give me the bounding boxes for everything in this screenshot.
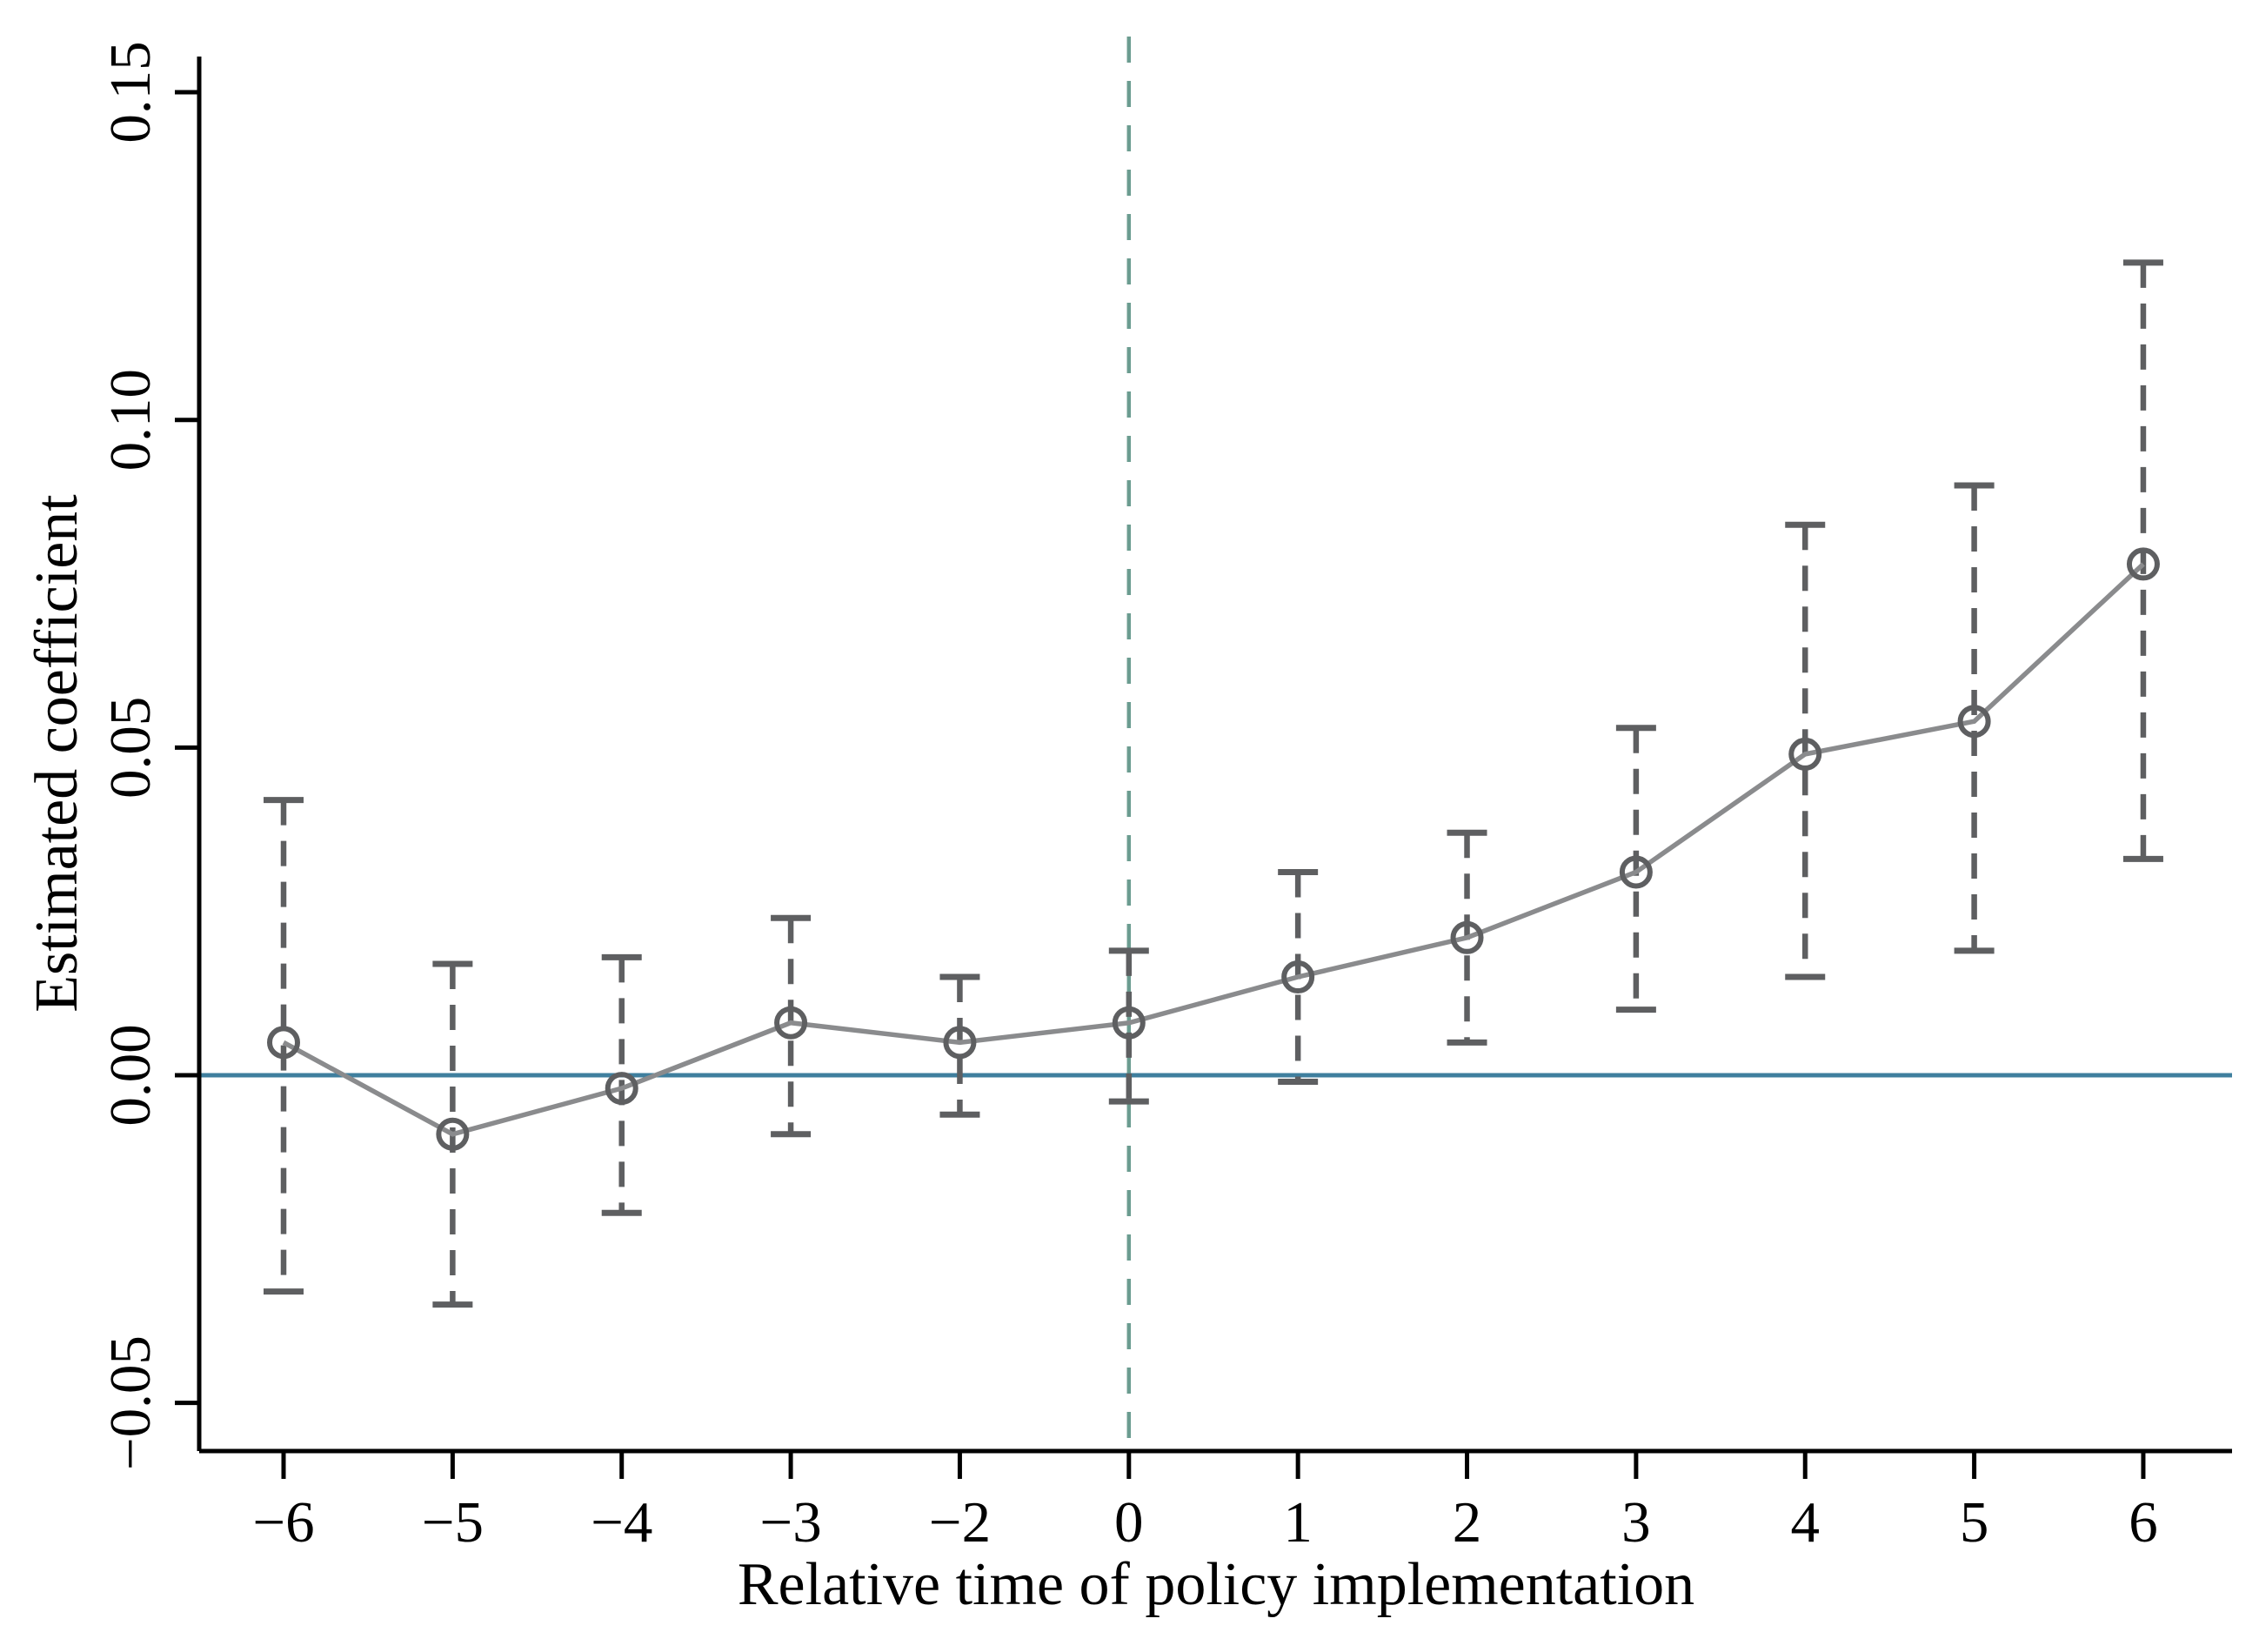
y-tick-label: 0.05 — [98, 697, 163, 799]
y-tick-label: 0.10 — [98, 369, 163, 471]
axes-group — [197, 57, 2232, 1454]
x-tick-label: 3 — [1621, 1490, 1651, 1555]
coefficient-marker — [1450, 920, 1484, 954]
y-tick-label: 0.15 — [98, 41, 163, 143]
coefficient-marker — [605, 1072, 638, 1106]
x-tick-label: 5 — [1960, 1490, 1989, 1555]
markers-group — [267, 547, 2160, 1151]
coefficient-marker — [436, 1117, 470, 1151]
coefficient-marker — [943, 1026, 977, 1060]
x-tick-label: 6 — [2129, 1490, 2158, 1555]
x-tick-label: 2 — [1453, 1490, 1482, 1555]
x-ticks-group: −6 −5 −4 −3 −2 0 1 2 3 4 5 6 — [252, 1451, 2158, 1555]
x-tick-label: −3 — [759, 1490, 821, 1555]
series-line-group — [282, 562, 2145, 1137]
x-tick-label: −4 — [591, 1490, 652, 1555]
x-tick-label: −6 — [252, 1490, 314, 1555]
coefficient-marker — [1619, 855, 1653, 889]
coefficient-marker — [1112, 1006, 1146, 1040]
coefficient-marker — [267, 1026, 300, 1060]
y-axis-title: Estimated coefficient — [23, 494, 90, 1013]
coefficient-marker — [1957, 705, 1991, 739]
y-tick-label: −0.05 — [98, 1335, 163, 1470]
coefficient-marker — [1281, 960, 1315, 994]
coefficient-marker — [774, 1006, 808, 1040]
coefficient-marker — [2126, 547, 2160, 581]
coefficient-marker — [1788, 737, 1822, 771]
x-tick-label: 4 — [1790, 1490, 1820, 1555]
y-ticks-group: 0.15 0.10 0.05 0.00 −0.05 — [98, 41, 199, 1470]
x-tick-label: −5 — [422, 1490, 484, 1555]
error-bars-group — [264, 259, 2163, 1308]
x-tick-label: −2 — [929, 1490, 991, 1555]
x-tick-label: 1 — [1283, 1490, 1313, 1555]
x-tick-label: 0 — [1114, 1490, 1144, 1555]
coefficient-line — [282, 562, 2145, 1137]
y-tick-label: 0.00 — [98, 1024, 163, 1126]
x-axis-title: Relative time of policy implementation — [738, 1551, 1694, 1618]
